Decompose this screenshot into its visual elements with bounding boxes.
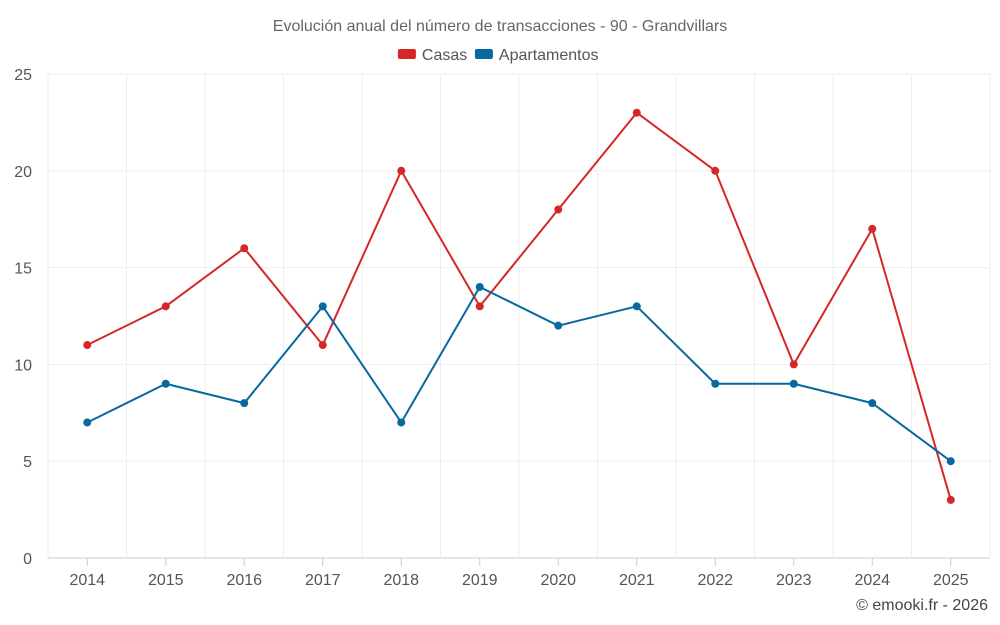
data-point-apartamentos[interactable] <box>240 399 249 408</box>
data-point-casas[interactable] <box>161 302 170 311</box>
y-tick-label: 15 <box>14 261 32 278</box>
data-point-apartamentos[interactable] <box>632 302 641 311</box>
y-tick-label: 5 <box>23 454 32 471</box>
series-line-apartamentos <box>86 285 952 463</box>
x-tick-label: 2018 <box>383 572 419 589</box>
chart-title: Evolución anual del número de transaccio… <box>273 18 727 35</box>
data-point-apartamentos[interactable] <box>711 379 720 388</box>
data-point-apartamentos[interactable] <box>318 302 327 311</box>
data-point-apartamentos[interactable] <box>475 282 484 291</box>
data-point-apartamentos[interactable] <box>83 418 92 427</box>
legend-item-apartamentos[interactable]: Apartamentos <box>474 47 599 64</box>
data-point-casas[interactable] <box>632 108 641 117</box>
x-tick-label: 2023 <box>776 572 812 589</box>
x-tick-label: 2020 <box>540 572 576 589</box>
data-point-casas[interactable] <box>318 341 327 350</box>
data-point-casas[interactable] <box>475 302 484 311</box>
series-layer <box>83 108 955 504</box>
y-axis-ticks: 0 5 10 15 20 25 <box>14 67 32 568</box>
x-axis-ticks: 2014 2015 2016 2017 2018 2019 2020 2021 2022 2023… <box>69 558 969 589</box>
data-point-apartamentos[interactable] <box>946 457 955 466</box>
y-tick-label: 25 <box>14 67 32 84</box>
x-tick-label: 2024 <box>854 572 890 589</box>
data-point-casas[interactable] <box>240 244 249 253</box>
x-tick-label: 2022 <box>697 572 733 589</box>
y-tick-label: 10 <box>14 357 32 374</box>
x-tick-label: 2017 <box>305 572 341 589</box>
series-line-casas <box>86 111 952 501</box>
data-point-apartamentos[interactable] <box>868 399 877 408</box>
credit-text: © emooki.fr - 2026 <box>856 597 988 614</box>
data-point-apartamentos[interactable] <box>554 321 563 330</box>
x-tick-label: 2021 <box>619 572 655 589</box>
data-point-casas[interactable] <box>554 205 563 214</box>
legend-item-casas[interactable]: Casas <box>397 47 467 64</box>
data-point-casas[interactable] <box>711 166 720 175</box>
grid <box>47 73 991 558</box>
x-tick-label: 2016 <box>226 572 262 589</box>
data-point-casas[interactable] <box>397 166 406 175</box>
legend-label-casas: Casas <box>422 47 467 64</box>
legend-swatch-apartamentos <box>474 49 493 59</box>
x-tick-label: 2015 <box>148 572 184 589</box>
x-tick-label: 2014 <box>69 572 105 589</box>
data-point-casas[interactable] <box>789 360 798 369</box>
x-tick-label: 2019 <box>462 572 498 589</box>
legend-label-apartamentos: Apartamentos <box>499 47 599 64</box>
y-tick-label: 0 <box>23 551 32 568</box>
data-point-apartamentos[interactable] <box>397 418 406 427</box>
data-point-apartamentos[interactable] <box>789 379 798 388</box>
data-point-casas[interactable] <box>868 224 877 233</box>
legend-swatch-casas <box>397 49 416 59</box>
data-point-casas[interactable] <box>946 495 955 504</box>
series-casas <box>83 108 955 504</box>
series-apartamentos <box>83 282 955 466</box>
y-tick-label: 20 <box>14 164 32 181</box>
data-point-apartamentos[interactable] <box>161 379 170 388</box>
data-point-casas[interactable] <box>83 341 92 350</box>
legend[interactable]: Casas Apartamentos <box>397 47 599 64</box>
x-tick-label: 2025 <box>933 572 969 589</box>
